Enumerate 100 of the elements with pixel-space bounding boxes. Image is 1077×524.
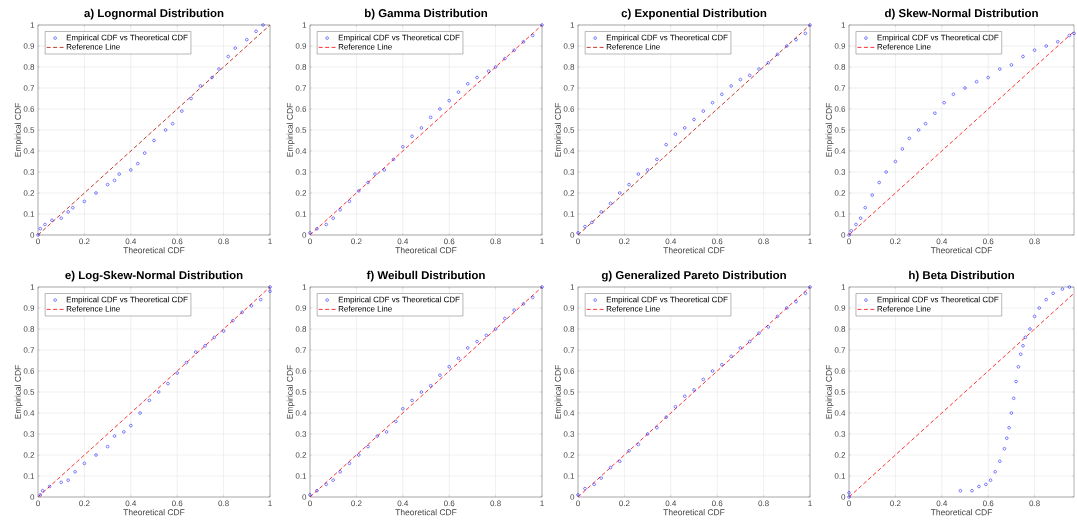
point — [583, 224, 587, 229]
point — [240, 310, 244, 314]
point — [701, 377, 705, 382]
point — [803, 31, 808, 36]
point — [66, 478, 70, 482]
point — [410, 134, 414, 138]
point — [1044, 297, 1048, 302]
point — [38, 493, 42, 497]
point — [655, 426, 659, 430]
point — [157, 390, 161, 394]
y-axis-title: Empirical CDF — [14, 103, 23, 157]
point — [1009, 63, 1014, 67]
chart-title: f) Weibull Distribution — [366, 270, 485, 282]
point — [1021, 344, 1025, 348]
point — [636, 172, 640, 176]
point — [1016, 365, 1021, 369]
point — [870, 193, 874, 197]
point — [984, 482, 988, 487]
x-axis-title: Theoretical CDF — [930, 509, 992, 516]
point — [129, 423, 133, 428]
point — [36, 233, 40, 237]
point — [366, 444, 370, 449]
point — [163, 128, 168, 132]
point — [59, 480, 63, 484]
point — [82, 461, 87, 466]
point — [347, 461, 352, 466]
point — [105, 182, 110, 187]
point — [203, 344, 207, 348]
point — [170, 122, 175, 126]
point — [1032, 48, 1037, 52]
point — [143, 151, 147, 155]
point — [775, 314, 780, 319]
point — [210, 75, 214, 80]
point — [357, 189, 361, 193]
point — [1067, 33, 1072, 38]
point — [877, 180, 881, 185]
point — [576, 231, 580, 235]
point — [493, 65, 498, 69]
point — [410, 398, 414, 403]
point — [907, 136, 911, 141]
point — [1072, 31, 1076, 36]
point — [531, 33, 535, 38]
point — [331, 478, 335, 482]
point — [475, 75, 479, 80]
point — [268, 285, 272, 289]
point — [456, 90, 461, 94]
point — [608, 201, 613, 206]
point — [863, 206, 867, 210]
point — [748, 73, 752, 78]
point — [429, 384, 433, 388]
point — [974, 80, 979, 84]
point — [627, 449, 631, 453]
point — [122, 430, 126, 434]
point — [382, 168, 386, 172]
point — [900, 147, 905, 151]
point — [808, 285, 812, 289]
point — [692, 388, 696, 392]
point — [391, 157, 396, 162]
point — [401, 145, 405, 149]
y-axis-title: Empirical CDF — [825, 365, 834, 419]
point — [1028, 327, 1032, 331]
point — [493, 327, 498, 331]
point — [757, 67, 761, 71]
point — [438, 107, 442, 111]
x-axis-title: Theoretical CDF — [663, 247, 725, 254]
point — [94, 453, 98, 457]
point — [59, 216, 63, 220]
point — [1051, 291, 1055, 295]
point — [664, 143, 668, 147]
point — [47, 484, 52, 489]
point — [419, 126, 424, 130]
point — [683, 394, 687, 398]
point — [627, 182, 631, 187]
point — [847, 491, 851, 495]
point — [308, 493, 312, 497]
x-axis-title: Theoretical CDF — [663, 509, 725, 516]
point — [1067, 285, 1072, 289]
point — [854, 222, 858, 227]
point — [729, 84, 733, 88]
point — [531, 295, 535, 300]
point — [673, 132, 678, 136]
point — [357, 453, 361, 457]
point — [233, 46, 237, 50]
chart-title: g) Generalized Pareto Distribution — [601, 270, 786, 282]
point — [608, 465, 613, 470]
point — [738, 77, 743, 82]
point — [748, 339, 752, 344]
point — [503, 316, 507, 321]
chart-title: e) Log-Skew-Normal Distribution — [65, 270, 243, 282]
point — [521, 40, 526, 44]
point — [963, 86, 967, 90]
point — [347, 199, 352, 204]
point — [794, 38, 798, 42]
y-axis-title: Empirical CDF — [554, 365, 563, 419]
y-axis-title: Empirical CDF — [286, 103, 295, 157]
point — [1060, 287, 1065, 291]
point — [849, 229, 853, 233]
point — [105, 444, 110, 449]
x-axis-title: Theoretical CDF — [123, 247, 185, 254]
point — [166, 381, 170, 386]
